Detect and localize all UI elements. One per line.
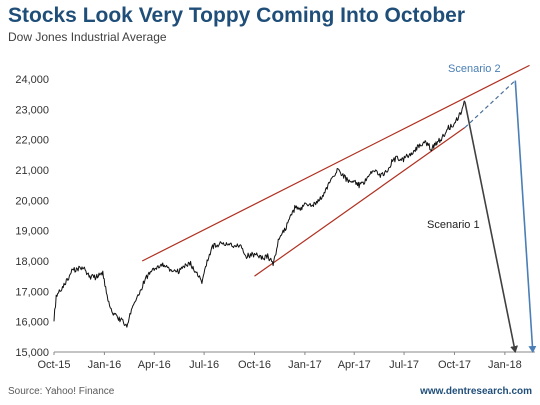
y-tick-label: 23,000 [15,104,49,116]
channel-line-lower [254,127,466,277]
y-tick-label: 19,000 [15,226,49,238]
scenario-labels: Scenario 1 Scenario 2 [427,63,501,231]
x-tick-label: Jul-17 [389,359,419,371]
x-tick-label: Apr-16 [138,359,171,371]
dow-jones-line [53,100,466,328]
channel-line-upper [141,64,530,262]
scenario-1-arrow [464,101,519,353]
x-tick-label: Oct-15 [37,359,70,371]
scenario-2-arrow [514,80,537,353]
price-series [53,100,466,328]
x-tick-label: Oct-16 [238,359,271,371]
scenario-2-projection [464,80,516,128]
y-tick-label: 18,000 [15,256,49,268]
scenario-2-label: Scenario 2 [448,63,501,75]
chart-title: Stocks Look Very Toppy Coming Into Octob… [8,4,465,27]
scenario-arrows [464,80,537,353]
y-tick-label: 16,000 [15,317,49,329]
y-tick-label: 21,000 [15,165,49,177]
axes: 15,000 16,000 17,000 18,000 19,000 20,000 21,0… [15,74,535,371]
y-tick-label: 24,000 [15,74,49,86]
chart-subtitle: Dow Jones Industrial Average [8,30,167,44]
x-tick-label: Jan-16 [88,359,122,371]
x-tick-label: Apr-17 [338,359,371,371]
scenario-1-label: Scenario 1 [427,219,480,231]
x-tick-label: Jan-18 [488,359,522,371]
y-tick-label: 15,000 [15,347,49,359]
y-tick-label: 17,000 [15,286,49,298]
trend-channel [141,64,530,277]
source-note: Source: Yahoo! Finance [8,386,115,397]
x-tick-label: Jan-17 [288,359,322,371]
y-tick-label: 20,000 [15,195,49,207]
x-tick-label: Jul-16 [189,359,219,371]
x-tick-label: Oct-17 [438,359,471,371]
y-tick-label: 22,000 [15,135,49,147]
website-link[interactable]: www.dentresearch.com [420,386,532,397]
